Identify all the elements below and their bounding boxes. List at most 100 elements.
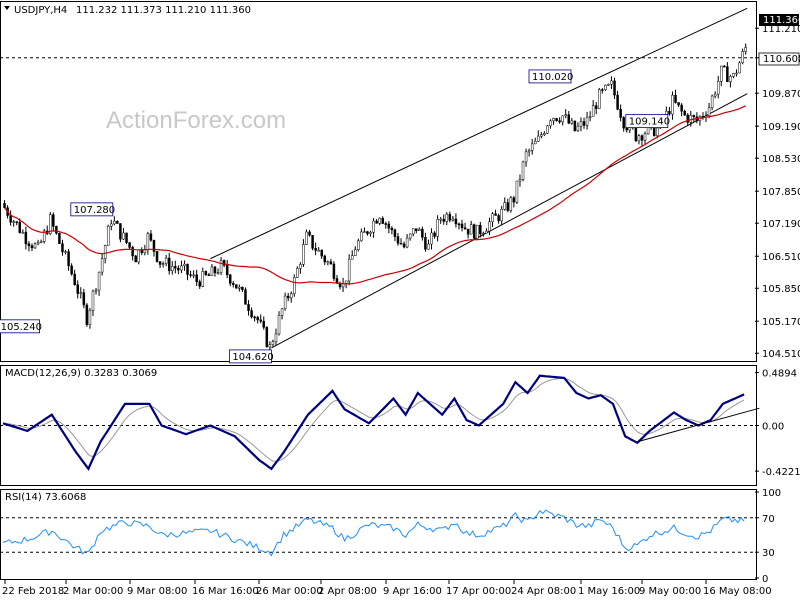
candle-body bbox=[354, 249, 357, 256]
candle-body bbox=[171, 266, 174, 271]
candle-body bbox=[311, 235, 314, 249]
candle-body bbox=[61, 243, 64, 253]
candle-body bbox=[183, 263, 186, 267]
candle-body bbox=[103, 245, 107, 260]
candle-body bbox=[686, 114, 689, 123]
candle-body bbox=[619, 109, 622, 118]
candle-body bbox=[207, 274, 211, 276]
candle-body bbox=[158, 261, 162, 265]
candle-body bbox=[161, 263, 165, 265]
candle-body bbox=[113, 221, 116, 225]
candle-body bbox=[24, 231, 28, 245]
candle-body bbox=[637, 135, 641, 142]
candle-body bbox=[140, 249, 144, 253]
candle-body bbox=[640, 135, 644, 141]
candle-body bbox=[476, 224, 479, 239]
candle-body bbox=[149, 233, 153, 241]
candle-body bbox=[210, 266, 214, 276]
candle-body bbox=[244, 289, 247, 305]
candle-body bbox=[689, 115, 693, 123]
candle-body bbox=[610, 80, 613, 85]
candle-body bbox=[482, 232, 485, 235]
candle-body bbox=[180, 265, 183, 271]
price-tick-label: 109.870 bbox=[762, 89, 800, 100]
dropdown-triangle-icon[interactable] bbox=[4, 6, 10, 10]
candle-body bbox=[497, 215, 500, 222]
candle-body bbox=[503, 202, 506, 210]
candle-body bbox=[744, 47, 747, 52]
candle-body bbox=[674, 94, 677, 103]
time-tick-label: 17 Apr 00:00 bbox=[446, 586, 511, 597]
candle-body bbox=[433, 232, 436, 237]
candle-body bbox=[488, 221, 491, 232]
candle-body bbox=[247, 304, 250, 311]
candle-body bbox=[235, 284, 238, 289]
candle-body bbox=[634, 127, 638, 142]
candle-body bbox=[533, 140, 537, 145]
channel-lower-line bbox=[271, 93, 748, 349]
annotation-box bbox=[528, 69, 572, 84]
candle-body bbox=[289, 293, 293, 299]
candle-body bbox=[344, 280, 348, 284]
candle-body bbox=[594, 105, 598, 109]
moving-average-line bbox=[4, 105, 746, 285]
candle-body bbox=[405, 237, 409, 248]
candle-body bbox=[552, 118, 555, 122]
candle-body bbox=[216, 272, 220, 274]
price-tick-label: 105.850 bbox=[762, 284, 800, 295]
annotation-label: 109.140 bbox=[629, 117, 670, 128]
candle-body bbox=[573, 120, 577, 132]
candle-body bbox=[457, 223, 461, 226]
candle-body bbox=[549, 120, 552, 127]
annotation-box bbox=[0, 319, 40, 334]
time-tick-label: 16 May 08:00 bbox=[703, 586, 772, 597]
macd-line bbox=[2, 374, 745, 471]
candle-body bbox=[134, 255, 137, 263]
candle-body bbox=[454, 218, 458, 225]
candle-body bbox=[155, 251, 159, 262]
candle-body bbox=[668, 110, 671, 115]
candle-body bbox=[332, 263, 336, 279]
candle-body bbox=[625, 127, 628, 131]
candle-body bbox=[601, 89, 604, 91]
time-tick-label: 9 May 00:00 bbox=[639, 586, 701, 597]
candle-body bbox=[540, 134, 543, 137]
price-panel-frame bbox=[0, 1, 757, 362]
macd-tick-label: -0.4221 bbox=[762, 467, 800, 478]
candle-body bbox=[70, 265, 73, 275]
candle-body bbox=[286, 295, 290, 299]
macd-trendline bbox=[637, 407, 760, 443]
time-tick-label: 16 Mar 16:00 bbox=[192, 586, 259, 597]
candle-body bbox=[384, 223, 388, 225]
candle-body bbox=[323, 255, 327, 263]
candle-body bbox=[463, 227, 467, 230]
candle-body bbox=[613, 80, 616, 96]
candle-body bbox=[735, 72, 738, 75]
candle-body bbox=[418, 228, 421, 231]
candle-body bbox=[152, 239, 156, 252]
candle-body bbox=[36, 242, 40, 245]
candle-body bbox=[396, 236, 400, 244]
candle-body bbox=[122, 232, 125, 240]
candle-body bbox=[27, 243, 31, 247]
candle-body bbox=[274, 333, 278, 342]
candle-body bbox=[509, 197, 513, 211]
candle-body bbox=[42, 230, 46, 242]
candle-body bbox=[622, 117, 625, 129]
candle-body bbox=[530, 143, 534, 151]
candle-body bbox=[460, 223, 464, 228]
candle-body bbox=[219, 260, 223, 273]
candle-body bbox=[76, 284, 79, 294]
candle-body bbox=[378, 217, 381, 224]
candle-body bbox=[308, 231, 311, 236]
candle-body bbox=[720, 65, 723, 82]
candle-body bbox=[369, 231, 372, 234]
candle-body bbox=[591, 105, 595, 117]
candle-body bbox=[15, 221, 18, 223]
level-price-tag-bg bbox=[758, 52, 800, 66]
candle-body bbox=[250, 310, 253, 318]
candle-body bbox=[408, 233, 412, 239]
candle-body bbox=[262, 320, 266, 328]
candle-body bbox=[485, 230, 488, 234]
